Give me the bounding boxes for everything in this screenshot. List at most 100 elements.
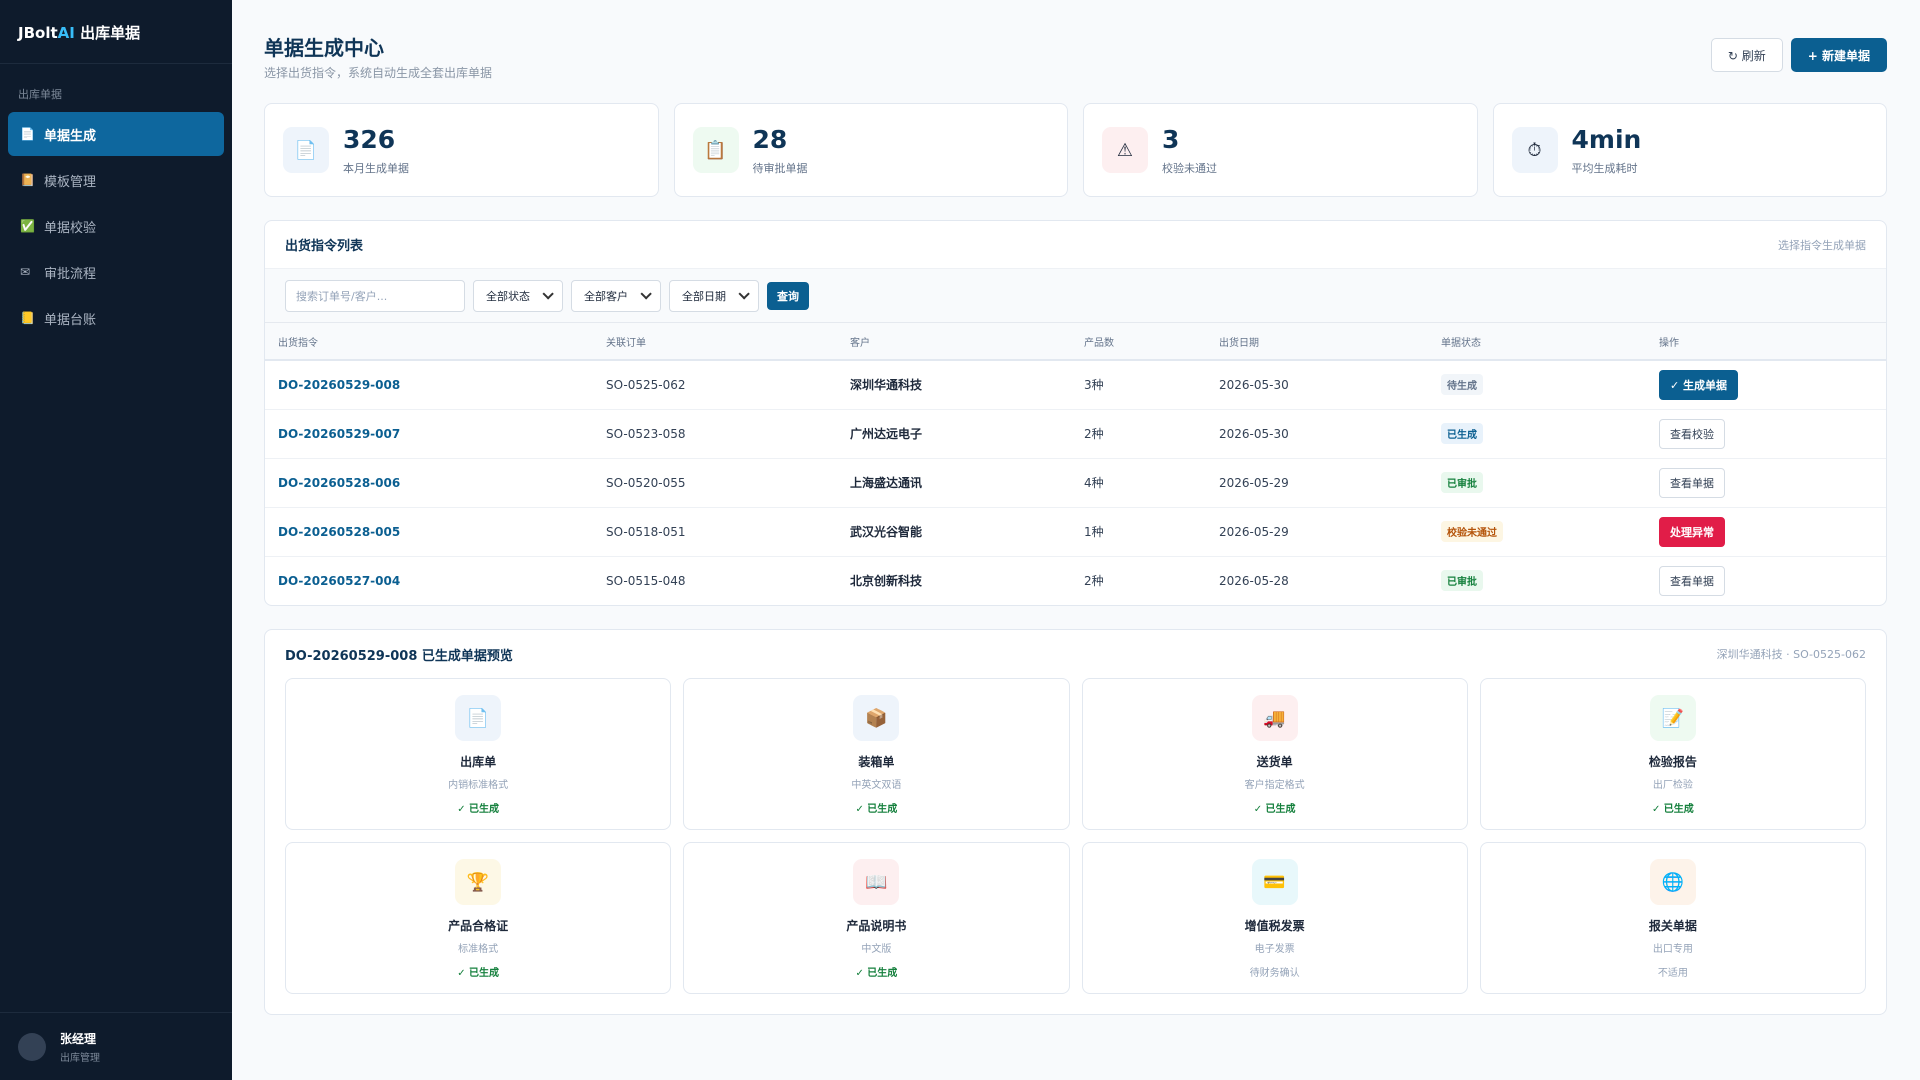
customer: 武汉光谷智能 xyxy=(837,507,1071,557)
column-header: 产品数 xyxy=(1071,323,1206,361)
search-input[interactable]: 搜索订单号/客户... xyxy=(285,279,465,312)
order-ref: SO-0520-055 xyxy=(593,458,837,508)
filter-select[interactable]: 全部日期 xyxy=(669,279,759,312)
column-header: 操作 xyxy=(1646,323,1886,361)
order-ref: SO-0525-062 xyxy=(593,360,837,410)
page-title: 单据生成中心 xyxy=(264,36,384,60)
status-tag: 已审批 xyxy=(1441,472,1483,493)
doc-card[interactable]: 🏆 产品合格证 标准格式 ✓ 已生成 xyxy=(285,842,672,994)
ship-date: 2026-05-30 xyxy=(1206,360,1428,410)
status-cell: 已审批 xyxy=(1428,458,1646,508)
action-button[interactable]: 处理异常 xyxy=(1659,516,1725,547)
action-button[interactable]: 查看单据 xyxy=(1659,467,1725,498)
doc-card[interactable]: 📖 产品说明书 中文版 ✓ 已生成 xyxy=(683,842,1070,994)
stat-label: 待审批单据 xyxy=(752,161,808,175)
order-row[interactable]: DO-20260528-005 SO-0518-051 武汉光谷智能 1种 2026-0… xyxy=(265,507,1886,557)
stat-value: 326 xyxy=(343,124,396,154)
nav-section: 出库单据 xyxy=(18,88,62,101)
action-cell: 查看单据 xyxy=(1646,458,1886,508)
header-button[interactable]: + 新建单据 xyxy=(1790,38,1887,72)
stat-value: 28 xyxy=(752,124,788,154)
doc-name: 检验报告 xyxy=(1648,755,1697,769)
action-button[interactable]: ✓ 生成单据 xyxy=(1659,369,1739,400)
doc-format: 出口专用 xyxy=(1652,944,1693,955)
order-row[interactable]: DO-20260527-004 SO-0515-048 北京创新科技 2种 2026-0… xyxy=(265,556,1886,605)
stat-icon: ⚠ xyxy=(1102,127,1148,173)
status-cell: 校验未通过 xyxy=(1428,507,1646,557)
doc-card[interactable]: 📦 装箱单 中英文双语 ✓ 已生成 xyxy=(683,678,1070,830)
nav-label: 单据生成 xyxy=(44,128,97,144)
nav-item[interactable]: 📔 模板管理 xyxy=(8,158,224,202)
nav-label: 模板管理 xyxy=(44,174,97,190)
doc-card[interactable]: 📝 检验报告 出厂检验 ✓ 已生成 xyxy=(1479,678,1866,830)
brand-suffix: 出库单据 xyxy=(80,24,141,42)
nav-icon: 📄 xyxy=(20,127,35,141)
order-ref: SO-0518-051 xyxy=(593,507,837,557)
customer: 深圳华通科技 xyxy=(837,360,1071,410)
order-id: DO-20260529-007 xyxy=(265,409,593,459)
customer: 广州达远电子 xyxy=(837,409,1071,459)
doc-name: 增值税发票 xyxy=(1244,919,1305,933)
doc-name: 报关单据 xyxy=(1648,919,1697,933)
table-header: 出货指令 关联订单 客户 产品数 出货日期 单据状态 操作 xyxy=(265,323,1886,361)
order-table: 出货指令 关联订单 客户 产品数 出货日期 单据状态 操作 DO-20260529-008 S… xyxy=(265,323,1886,605)
action-button[interactable]: 查看校验 xyxy=(1659,418,1725,449)
user-name: 张经理 xyxy=(60,1031,97,1046)
stat-text: 28 待审批单据 xyxy=(753,125,808,176)
product-count: 4种 xyxy=(1071,458,1206,508)
doc-card[interactable]: 📄 出库单 内销标准格式 ✓ 已生成 xyxy=(285,678,672,830)
action-cell: ✓ 生成单据 xyxy=(1646,360,1886,410)
preview-panel: DO-20260529-008 已生成单据预览 深圳华通科技 · SO-0525-… xyxy=(264,629,1887,1015)
query-button[interactable]: 查询 xyxy=(767,281,809,310)
doc-status: ✓ 已生成 xyxy=(457,804,500,815)
doc-status: 待财务确认 xyxy=(1249,968,1300,979)
doc-icon: 📖 xyxy=(853,859,900,905)
ship-date: 2026-05-30 xyxy=(1206,409,1428,459)
brand-prefix: JBolt xyxy=(18,24,58,42)
action-cell: 查看单据 xyxy=(1646,556,1886,605)
doc-name: 装箱单 xyxy=(858,755,895,769)
nav-icon: ✅ xyxy=(20,219,35,233)
nav-icon: 📔 xyxy=(20,173,35,187)
doc-card[interactable]: 🚚 送货单 客户指定格式 ✓ 已生成 xyxy=(1081,678,1468,830)
order-ref: SO-0515-048 xyxy=(606,573,686,588)
header-button[interactable]: ↻ 刷新 xyxy=(1710,38,1783,72)
stat-icon: 📋 xyxy=(692,127,739,173)
doc-icon: 🚚 xyxy=(1251,695,1298,741)
doc-format: 标准格式 xyxy=(458,944,499,955)
brand: JBoltAI 出库单据 xyxy=(0,0,232,64)
stat-value: 4min xyxy=(1571,124,1642,154)
stat-value: 3 xyxy=(1162,124,1180,154)
column-header: 出货日期 xyxy=(1206,323,1428,361)
doc-card[interactable]: 🌐 报关单据 出口专用 不适用 xyxy=(1479,842,1866,994)
brand-accent: AI xyxy=(57,24,75,42)
header-buttons: ↻ 刷新 + 新建单据 xyxy=(1710,38,1887,72)
ship-date: 2026-05-28 xyxy=(1219,573,1289,588)
nav-item[interactable]: 📒 单据台账 xyxy=(8,296,224,340)
order-row[interactable]: DO-20260529-007 SO-0523-058 广州达远电子 2种 2026-0… xyxy=(265,409,1886,459)
ship-date: 2026-05-29 xyxy=(1206,507,1428,557)
order-id: DO-20260528-005 xyxy=(265,507,593,557)
order-row[interactable]: DO-20260529-008 SO-0525-062 深圳华通科技 3种 2026-0… xyxy=(265,360,1886,410)
stat-card: ⚠ 3 校验未通过 xyxy=(1083,103,1478,197)
ship-date: 2026-05-29 xyxy=(1206,458,1428,508)
nav-item[interactable]: 📄 单据生成 xyxy=(8,112,224,156)
action-button[interactable]: 查看单据 xyxy=(1659,565,1725,596)
doc-icon: 🏆 xyxy=(455,859,502,905)
nav-item[interactable]: ✉ 审批流程 xyxy=(8,250,224,294)
column-header: 客户 xyxy=(837,323,1071,361)
doc-grid: 📄 出库单 内销标准格式 ✓ 已生成 📦 装箱单 中英文双语 ✓ 已生成 🚚 送货单 客户指定格式 ✓… xyxy=(265,678,1886,1014)
order-row[interactable]: DO-20260528-006 SO-0520-055 上海盛达通讯 4种 2026-0… xyxy=(265,458,1886,508)
product-count: 3种 xyxy=(1071,360,1206,410)
doc-card[interactable]: 💳 增值税发票 电子发票 待财务确认 xyxy=(1081,842,1468,994)
product-count: 2种 xyxy=(1071,409,1206,459)
nav-label: 审批流程 xyxy=(44,266,97,282)
nav-label: 单据台账 xyxy=(44,312,97,328)
filter-select[interactable]: 全部状态 xyxy=(473,279,563,312)
nav-item[interactable]: ✅ 单据校验 xyxy=(8,204,224,248)
filter-select[interactable]: 全部客户 xyxy=(571,279,661,312)
doc-icon: 📦 xyxy=(853,695,900,741)
product-count: 1种 xyxy=(1071,507,1206,557)
filters: 搜索订单号/客户... 全部状态 全部客户 全部日期 查询 xyxy=(265,269,1886,323)
